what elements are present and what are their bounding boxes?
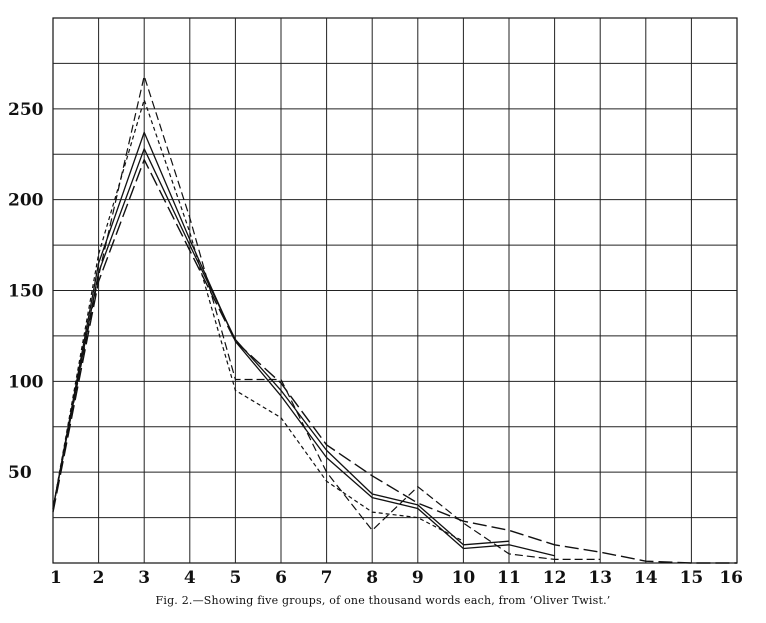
series-line-2 [52, 148, 510, 546]
figure-caption: Fig. 2.—Showing five groups, of one thou… [155, 594, 611, 607]
series-line-3 [52, 158, 737, 564]
x-tick-label: 12 [543, 568, 567, 588]
x-tick-label: 8 [366, 568, 378, 588]
x-tick-label: 9 [412, 568, 424, 588]
y-axis-tick-labels: 50 100 150 200 250 [8, 100, 44, 483]
x-tick-label: 4 [184, 568, 196, 588]
series-line-5 [52, 75, 601, 561]
x-tick-label: 2 [93, 568, 105, 588]
y-tick-label: 100 [8, 372, 44, 392]
x-tick-label: 5 [229, 568, 241, 588]
series-line-4 [52, 99, 464, 542]
x-tick-label: 1 [50, 568, 62, 588]
series-line-1 [52, 131, 555, 557]
gridlines [53, 18, 737, 563]
y-tick-label: 150 [8, 282, 44, 302]
x-tick-label: 15 [680, 568, 704, 588]
y-tick-label: 50 [8, 463, 32, 483]
x-tick-label: 16 [719, 568, 743, 588]
x-tick-label: 6 [275, 568, 287, 588]
x-tick-label: 10 [452, 568, 476, 588]
x-tick-label: 14 [634, 568, 658, 588]
y-tick-label: 250 [8, 100, 44, 120]
x-tick-label: 3 [138, 568, 150, 588]
x-tick-label: 11 [497, 568, 521, 588]
y-tick-label: 200 [8, 191, 44, 211]
x-tick-label: 13 [588, 568, 612, 588]
x-axis-tick-labels: 1 2 3 4 5 6 7 8 9 10 11 12 13 14 15 16 [50, 568, 743, 588]
series-lines [52, 75, 737, 564]
x-tick-label: 7 [321, 568, 333, 588]
